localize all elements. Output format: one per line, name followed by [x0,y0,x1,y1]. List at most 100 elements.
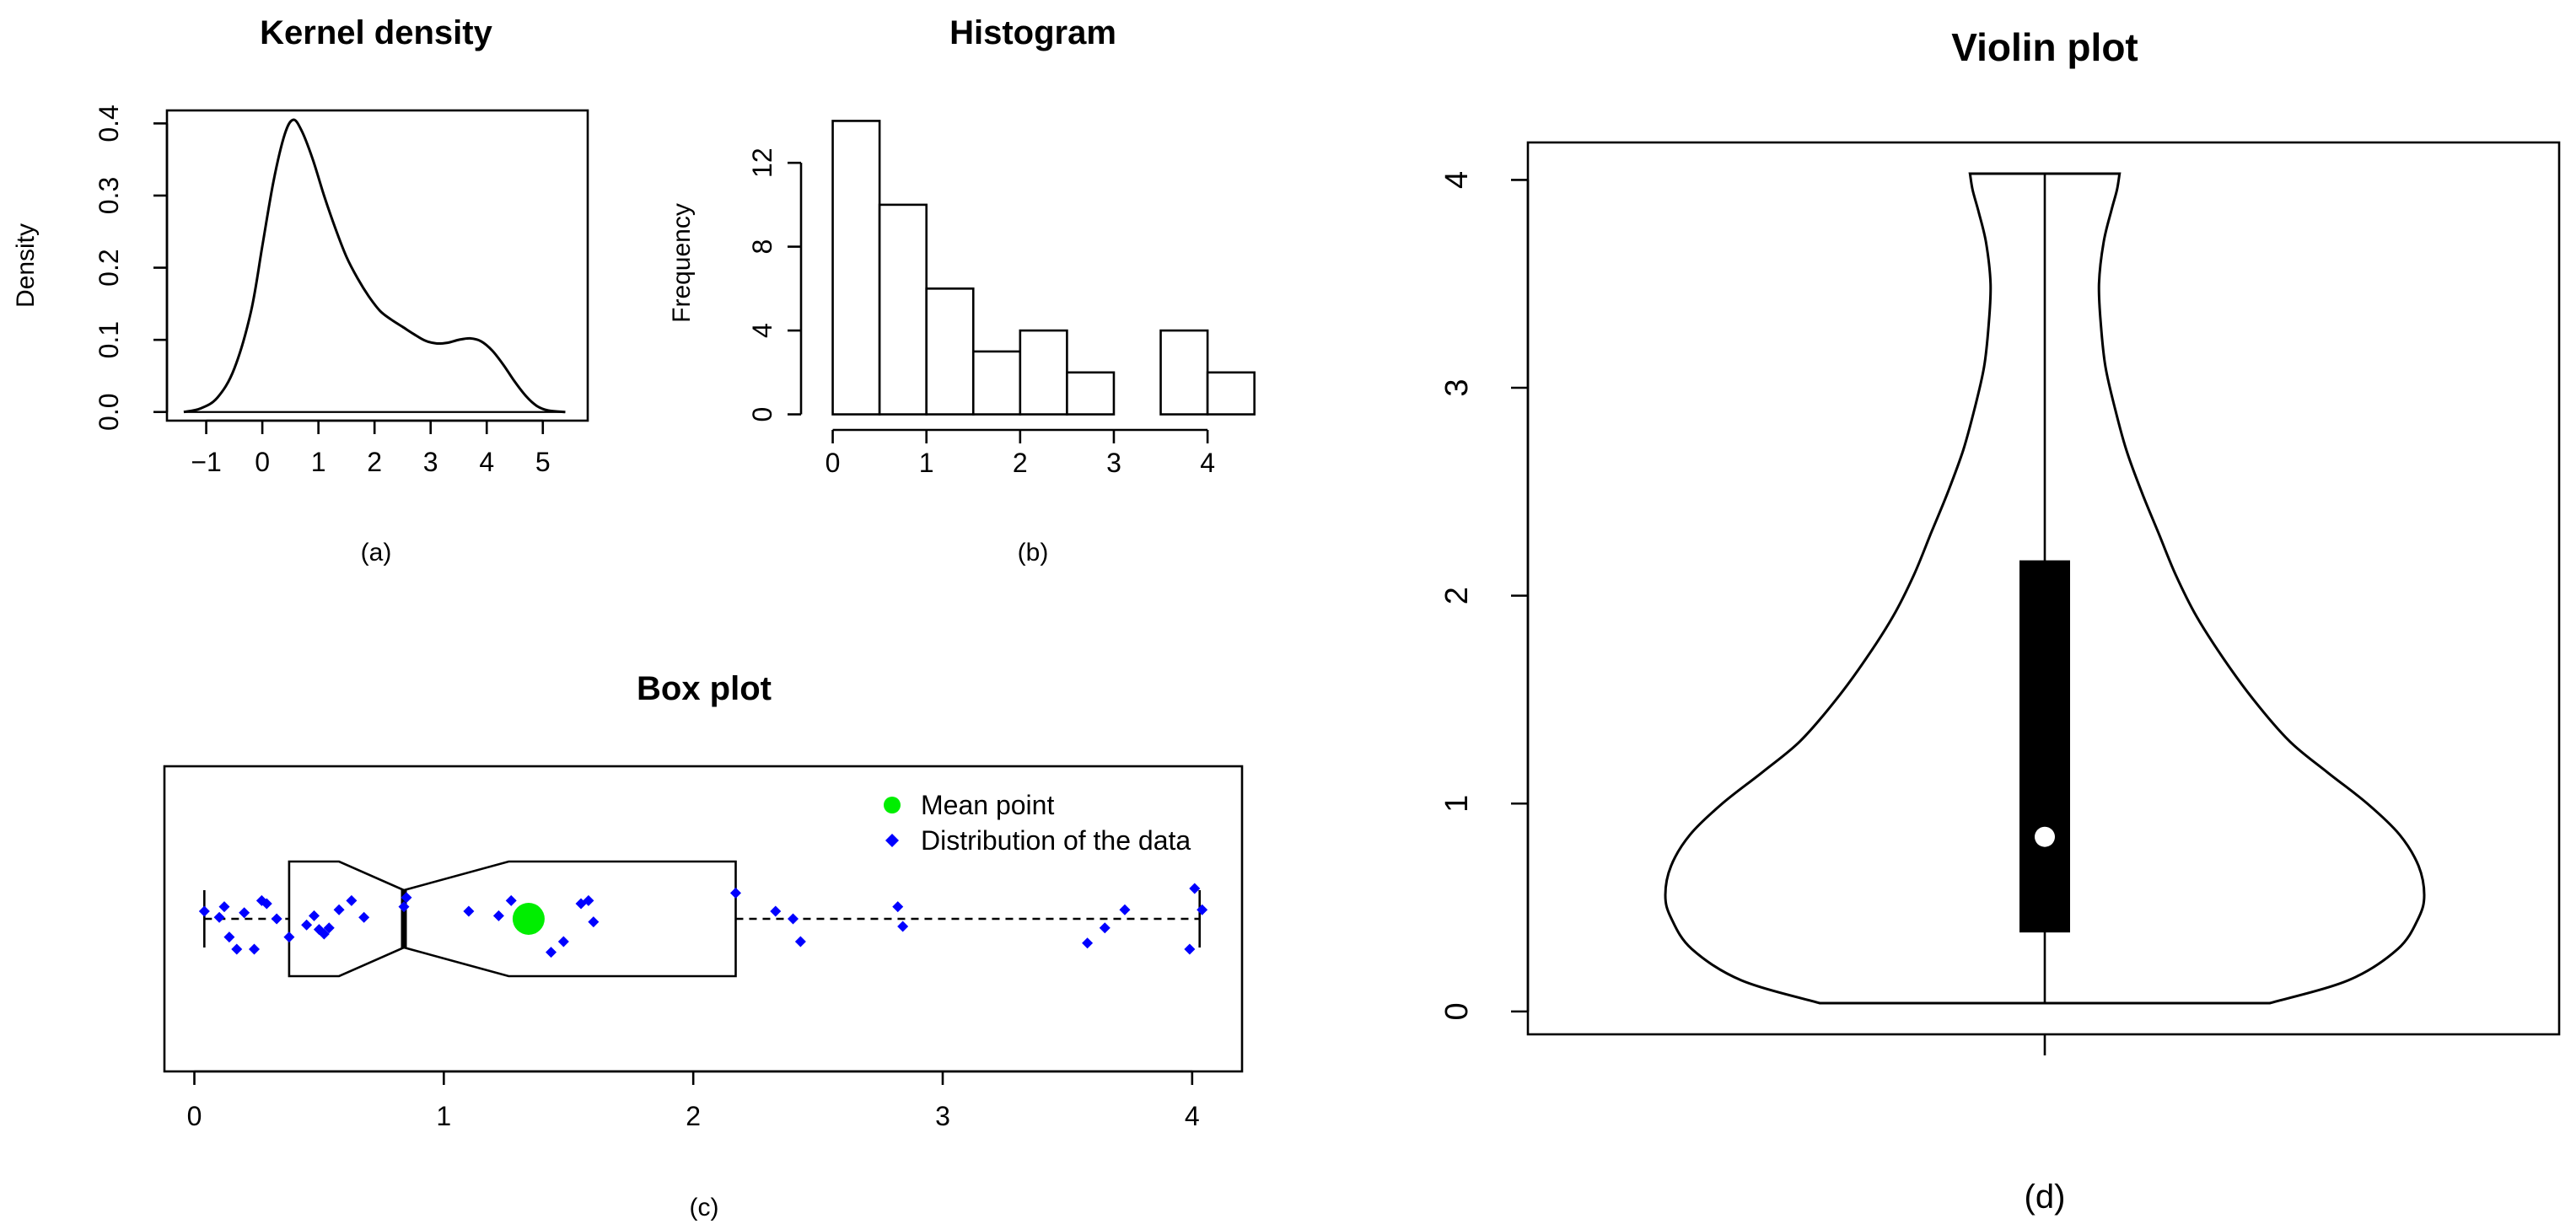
histogram-bar [1066,371,1116,416]
data-point [1082,937,1094,949]
legend: Mean point Distribution of the data [884,790,1191,856]
chart-title-a: Kernel density [260,14,492,51]
data-point [583,894,594,906]
panel-box-plot: Box plot Mean point Distribution of the d… [163,670,1244,1221]
x-axis-b: 0 1 2 3 4 [826,428,1215,478]
x-axis-a: −1 0 1 2 3 4 5 [191,419,551,477]
caption-c: (c) [690,1194,719,1221]
x-tick-label-c: 0 [187,1101,202,1131]
data-point [213,911,225,923]
data-point [249,943,260,955]
histogram-bar [831,120,881,416]
density-curve [183,118,566,414]
data-point [239,907,250,919]
y-tick-label-a: 0.4 [94,105,124,142]
data-point [463,905,475,917]
data-point [557,936,569,948]
histogram-bar [925,287,975,416]
caption-b: (b) [1018,539,1049,566]
data-point [1099,922,1111,934]
data-point [505,894,517,906]
plot-frame-a [165,109,589,422]
data-point [897,921,909,932]
x-tick-label-c: 2 [686,1101,701,1131]
violin-median-point [2035,826,2055,847]
legend-marker-data [885,834,899,847]
x-tick-label-a: 2 [367,447,382,477]
x-tick-label-a: 4 [479,447,494,477]
data-point [198,905,210,917]
y-tick-label-d: 1 [1439,795,1475,813]
caption-d: (d) [2025,1178,2066,1216]
x-tick-label-a: −1 [191,447,221,477]
x-tick-label-a: 1 [311,447,326,477]
data-point [1119,904,1131,915]
panel-kernel-density: Kernel density −1 0 1 2 3 4 5 0.00.10.20.30.4 … [12,14,589,566]
x-tick-label-a: 5 [535,447,551,477]
data-point [346,894,358,906]
data-point [1189,883,1201,894]
data-point [794,936,806,948]
histogram-bars [831,120,1256,416]
data-point [261,898,272,910]
data-point [1184,943,1196,955]
data-point [309,910,320,921]
data-point [318,928,330,940]
y-tick-label-d: 2 [1439,587,1475,604]
x-tick-label-b: 2 [1013,448,1028,478]
data-points [198,883,1208,958]
y-tick-label-b: 0 [747,407,777,422]
x-tick-label-c: 3 [935,1101,950,1131]
violin-iqr-box [2019,560,2070,933]
y-tick-label-a: 0.3 [94,177,124,214]
data-point [223,931,235,943]
legend-marker-mean [884,797,901,813]
data-point [301,919,313,931]
chart-title-c: Box plot [637,670,772,707]
y-axis-label-a: Density [12,223,40,308]
histogram-bar [1206,371,1256,416]
data-point [231,943,243,955]
histogram-bar [1159,329,1209,416]
y-tick-label-d: 4 [1439,171,1475,189]
data-point [323,922,335,934]
data-point [770,905,782,917]
chart-title-d: Violin plot [1951,25,2138,69]
legend-label: Distribution of the data [921,825,1191,856]
data-point [492,910,504,921]
y-tick-label-d: 3 [1439,378,1475,396]
data-point [1197,904,1208,915]
x-tick-label-c: 4 [1185,1101,1200,1131]
violin [1664,172,2426,1005]
x-axis-c: 0 1 2 3 4 [187,1070,1200,1131]
caption-a: (a) [361,539,392,566]
legend-label: Mean point [921,790,1054,820]
y-tick-label-a: 0.2 [94,249,124,286]
box-plot [203,860,1202,978]
data-point [333,904,345,915]
x-tick-label-b: 0 [826,448,841,478]
x-tick-label-a: 3 [423,447,438,477]
y-axis-label-b: Frequency [668,203,696,323]
x-tick-label-b: 4 [1200,448,1215,478]
y-tick-label-b: 4 [747,323,777,338]
y-tick-label-b: 8 [747,239,777,255]
panel-violin-plot: Violin plot 0 1 2 3 4 (d) [1439,25,2561,1216]
data-point [218,901,230,913]
data-point [892,901,904,913]
histogram-bar [1019,329,1068,416]
x-tick-label-a: 0 [255,447,270,477]
data-point [358,911,370,923]
data-point [401,892,412,904]
y-axis-a: 0.0 0.1 0.2 0.3 0.4 [94,105,169,431]
x-tick-label-b: 1 [919,448,934,478]
data-point [283,931,295,943]
y-axis-d: 0 1 2 3 4 [1439,171,1530,1020]
mean-point [512,903,545,935]
y-tick-label-d: 0 [1439,1002,1475,1020]
notched-box [288,860,737,978]
data-point [271,913,282,925]
y-tick-label-a: 0.1 [94,321,124,358]
